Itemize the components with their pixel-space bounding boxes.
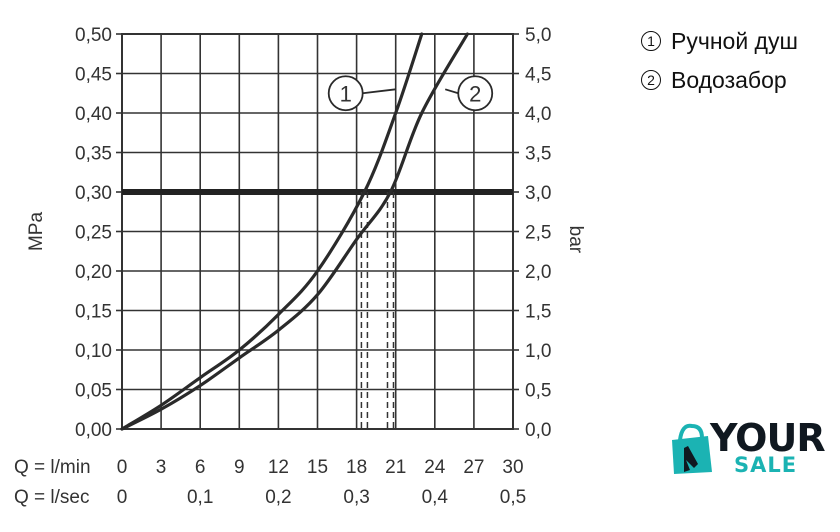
x-axis-row1-label: Q = l/min bbox=[14, 457, 91, 478]
x-tick-label-lmin: 3 bbox=[156, 457, 167, 478]
right-tick-label: 3,5 bbox=[525, 144, 551, 165]
x-tick-label-lmin: 30 bbox=[502, 457, 523, 478]
callout-number-2: 2 bbox=[469, 81, 481, 106]
callout-leader-1 bbox=[362, 88, 396, 95]
x-tick-label-lsec: 0 bbox=[117, 487, 128, 508]
x-tick-label-lsec: 0,5 bbox=[500, 487, 526, 508]
x-axis-row2-label: Q = l/sec bbox=[14, 487, 90, 508]
left-tick-label: 0,20 bbox=[75, 262, 112, 283]
your-sale-logo: YOUR SALE bbox=[664, 416, 832, 478]
right-axis-label: bar bbox=[565, 226, 586, 254]
logo-word-your: YOUR bbox=[710, 416, 826, 460]
right-tick-label: 1,0 bbox=[525, 341, 551, 362]
series-line-1 bbox=[120, 32, 424, 431]
legend-label-1: Ручной душ bbox=[671, 28, 798, 54]
legend-label-2: Водозабор bbox=[671, 67, 787, 93]
x-tick-label-lmin: 15 bbox=[307, 457, 328, 478]
left-tick-label: 0,10 bbox=[75, 341, 112, 362]
left-tick-label: 0,05 bbox=[75, 381, 112, 402]
legend-item-2: 2 Водозабор bbox=[641, 67, 787, 94]
x-tick-label-lsec: 0,4 bbox=[422, 487, 449, 508]
right-tick-label: 4,5 bbox=[525, 65, 551, 86]
right-tick-label: 0,5 bbox=[525, 381, 551, 402]
x-tick-label-lsec: 0,3 bbox=[343, 487, 369, 508]
callout-circle-1 bbox=[327, 75, 364, 112]
x-tick-label-lmin: 6 bbox=[195, 457, 206, 478]
right-tick-label: 2,0 bbox=[525, 262, 551, 283]
plot-frame bbox=[121, 33, 514, 430]
left-tick-label: 0,15 bbox=[75, 302, 112, 323]
right-tick-label: 4,0 bbox=[525, 104, 551, 125]
x-tick-label-lmin: 9 bbox=[234, 457, 245, 478]
left-tick-label: 0,25 bbox=[75, 223, 112, 244]
left-tick-label: 0,30 bbox=[75, 183, 112, 204]
logo-word-sale: SALE bbox=[734, 453, 798, 477]
callout-circle-2 bbox=[457, 75, 494, 112]
left-tick-label: 0,00 bbox=[75, 420, 112, 441]
right-tick-label: 0,0 bbox=[525, 420, 551, 441]
right-tick-label: 1,5 bbox=[525, 302, 551, 323]
right-tick-label: 3,0 bbox=[525, 183, 551, 204]
x-tick-label-lmin: 12 bbox=[268, 457, 289, 478]
right-tick-label: 2,5 bbox=[525, 223, 551, 244]
x-tick-label-lsec: 0,2 bbox=[265, 487, 291, 508]
x-tick-label-lmin: 24 bbox=[424, 457, 446, 478]
callout-number-1: 1 bbox=[340, 81, 352, 106]
series-line-2 bbox=[120, 32, 469, 431]
x-tick-label-lmin: 18 bbox=[346, 457, 367, 478]
x-tick-label-lsec: 0,1 bbox=[187, 487, 213, 508]
shopping-bag-icon bbox=[672, 423, 712, 474]
left-tick-label: 0,35 bbox=[75, 144, 112, 165]
callout-leader-2 bbox=[444, 88, 459, 95]
left-tick-label: 0,45 bbox=[75, 65, 112, 86]
x-tick-label-lmin: 21 bbox=[385, 457, 406, 478]
x-tick-label-lmin: 0 bbox=[117, 457, 128, 478]
left-tick-label: 0,40 bbox=[75, 104, 112, 125]
left-tick-label: 0,50 bbox=[75, 25, 112, 46]
right-tick-label: 5,0 bbox=[525, 25, 551, 46]
legend-marker-2: 2 bbox=[641, 70, 661, 90]
legend-item-1: 1 Ручной душ bbox=[641, 28, 798, 55]
legend-marker-1: 1 bbox=[641, 31, 661, 51]
x-tick-label-lmin: 27 bbox=[463, 457, 484, 478]
left-axis-label: MPa bbox=[26, 212, 47, 252]
